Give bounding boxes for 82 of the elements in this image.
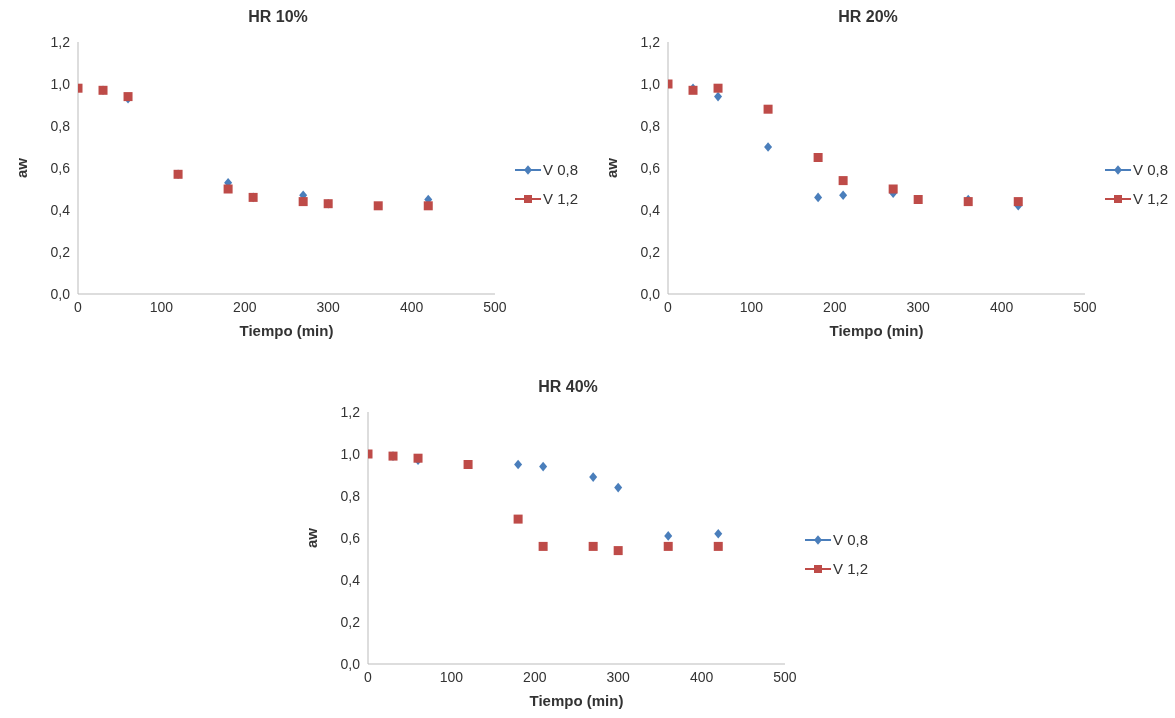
x-tick-label: 200	[523, 668, 547, 685]
x-tick-label: 400	[399, 298, 424, 315]
y-tick-label: 0,4	[640, 201, 661, 218]
y-tick-label: 0,8	[50, 117, 71, 134]
x-tick-label: 400	[989, 298, 1014, 315]
chart-title: HR 40%	[537, 378, 599, 397]
x-tick-label: 200	[233, 298, 257, 315]
y-tick-label: 0,0	[340, 655, 361, 672]
point	[613, 546, 623, 556]
point	[423, 201, 433, 211]
x-tick-label: 100	[439, 668, 464, 685]
x-tick-label: 300	[316, 298, 341, 315]
y-axis-title: aw	[303, 527, 321, 549]
y-tick-label: 0,2	[50, 243, 71, 260]
legend-label: V 1,2	[1132, 190, 1168, 207]
legend-label: V 1,2	[542, 190, 578, 207]
point	[838, 176, 848, 186]
chart-title: HR 10%	[247, 8, 309, 27]
point	[714, 91, 723, 102]
x-tick-label: 500	[483, 298, 507, 315]
point	[588, 541, 598, 551]
x-tick-label: 200	[823, 298, 847, 315]
y-tick-label: 1,2	[340, 403, 361, 420]
legend-label: V 0,8	[542, 161, 578, 178]
point	[539, 461, 548, 472]
legend-label: V 0,8	[832, 531, 868, 548]
legend-label: V 0,8	[1132, 161, 1168, 178]
y-tick-label: 1,0	[340, 445, 361, 462]
y-tick-label: 1,0	[50, 75, 71, 92]
x-axis-title: Tiempo (min)	[239, 322, 334, 339]
point	[714, 529, 723, 539]
x-tick-label: 100	[149, 298, 174, 315]
y-tick-label: 0,8	[340, 487, 361, 504]
x-tick-label: 400	[689, 668, 714, 685]
point	[814, 192, 823, 203]
x-tick-label: 300	[606, 668, 631, 685]
y-tick-label: 0,4	[50, 201, 71, 218]
x-axis-title: Tiempo (min)	[829, 322, 924, 339]
y-tick-label: 0,6	[340, 529, 361, 546]
y-tick-label: 0,0	[50, 285, 71, 302]
point	[713, 83, 723, 93]
y-tick-label: 0,2	[340, 613, 361, 630]
point	[373, 201, 383, 211]
y-tick-label: 0,2	[640, 243, 661, 260]
point	[298, 197, 308, 207]
point	[664, 531, 673, 541]
x-tick-label: 500	[1073, 298, 1097, 315]
y-tick-label: 0,4	[340, 571, 361, 588]
point	[764, 142, 773, 152]
point	[663, 541, 673, 551]
point	[839, 190, 848, 201]
y-tick-label: 0,8	[640, 117, 661, 134]
y-axis-title: aw	[13, 157, 31, 179]
point	[713, 541, 723, 551]
point	[589, 472, 598, 482]
y-tick-label: 0,6	[640, 159, 661, 176]
x-tick-label: 300	[906, 298, 931, 315]
y-axis-title: aw	[603, 157, 621, 179]
point	[514, 459, 523, 470]
y-tick-label: 0,0	[640, 285, 661, 302]
point	[913, 195, 923, 204]
point	[538, 541, 548, 551]
point	[614, 482, 623, 493]
y-tick-label: 0,6	[50, 159, 71, 176]
point	[888, 184, 898, 194]
x-axis-title: Tiempo (min)	[529, 692, 624, 709]
point	[763, 104, 773, 114]
x-tick-label: 0	[364, 668, 373, 685]
y-tick-label: 1,2	[640, 33, 661, 50]
chart-title: HR 20%	[837, 8, 899, 27]
point	[223, 184, 233, 194]
x-tick-label: 0	[664, 298, 673, 315]
point	[1013, 197, 1023, 207]
y-tick-label: 1,2	[50, 33, 71, 50]
x-tick-label: 500	[773, 668, 797, 685]
legend-label: V 1,2	[832, 560, 868, 577]
point	[813, 153, 823, 162]
y-tick-label: 1,0	[640, 75, 661, 92]
point	[463, 460, 473, 469]
x-tick-label: 100	[739, 298, 764, 315]
x-tick-label: 0	[74, 298, 83, 315]
point	[513, 514, 523, 524]
